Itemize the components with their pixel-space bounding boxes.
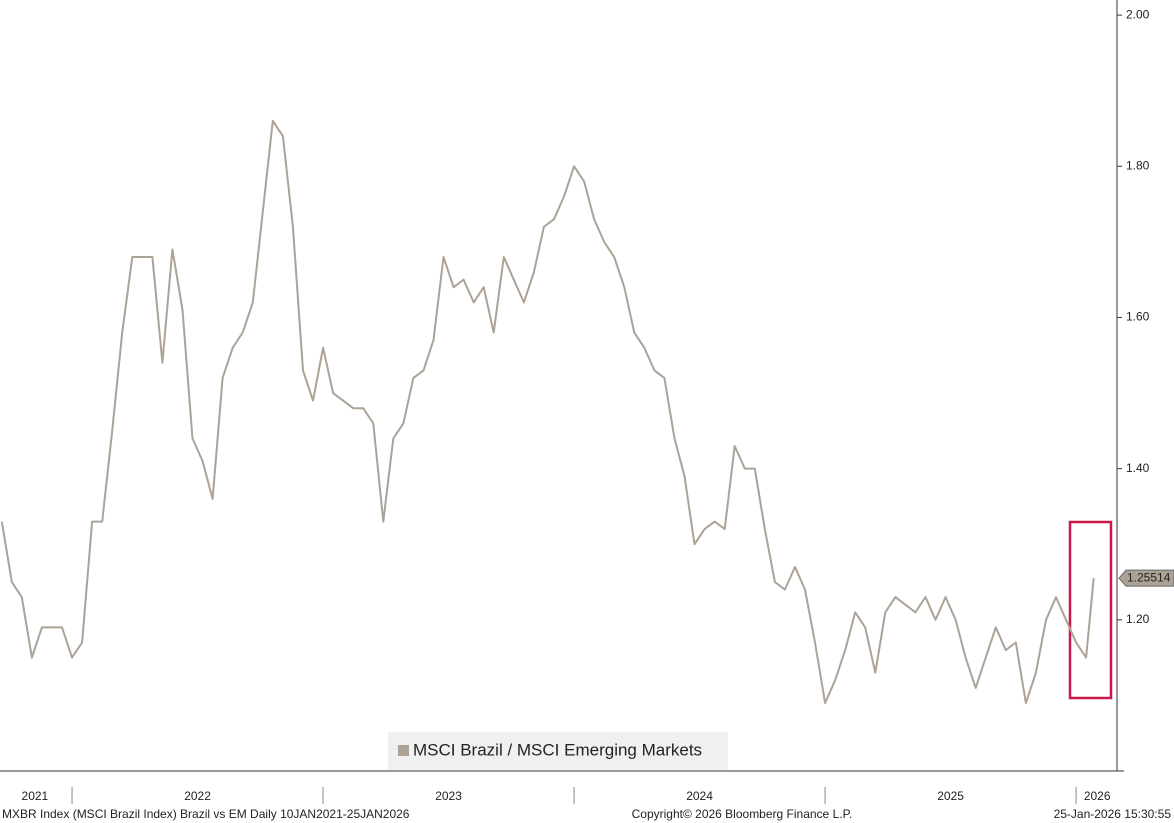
x-tick-label: 2022 bbox=[184, 789, 211, 803]
x-tick-label: 2025 bbox=[937, 789, 964, 803]
legend-box bbox=[388, 732, 728, 770]
x-tick-label: 2023 bbox=[435, 789, 462, 803]
last-value-label: 1.25514 bbox=[1127, 570, 1171, 584]
highlight-box bbox=[1068, 520, 1113, 700]
legend-label: MSCI Brazil / MSCI Emerging Markets bbox=[413, 740, 702, 759]
y-tick-label: 1.40 bbox=[1126, 461, 1150, 475]
y-tick-label: 1.80 bbox=[1126, 158, 1150, 172]
y-tick-label: 1.60 bbox=[1126, 310, 1150, 324]
footer-right: 25-Jan-2026 15:30:55 bbox=[1054, 807, 1172, 821]
last-value-tag bbox=[1118, 569, 1174, 587]
legend-swatch bbox=[398, 745, 409, 756]
y-tick-label: 2.00 bbox=[1126, 7, 1150, 21]
x-tick-label: 2021 bbox=[22, 789, 49, 803]
footer-center: Copyright© 2026 Bloomberg Finance L.P. bbox=[632, 807, 853, 821]
line bbox=[0, 119, 1095, 704]
footer-left: MXBR Index (MSCI Brazil Index) Brazil vs… bbox=[2, 807, 410, 821]
y-tick-label: 1.20 bbox=[1126, 612, 1150, 626]
x-tick-label: 2024 bbox=[686, 789, 713, 803]
x-tick-label: 2026 bbox=[1084, 789, 1111, 803]
